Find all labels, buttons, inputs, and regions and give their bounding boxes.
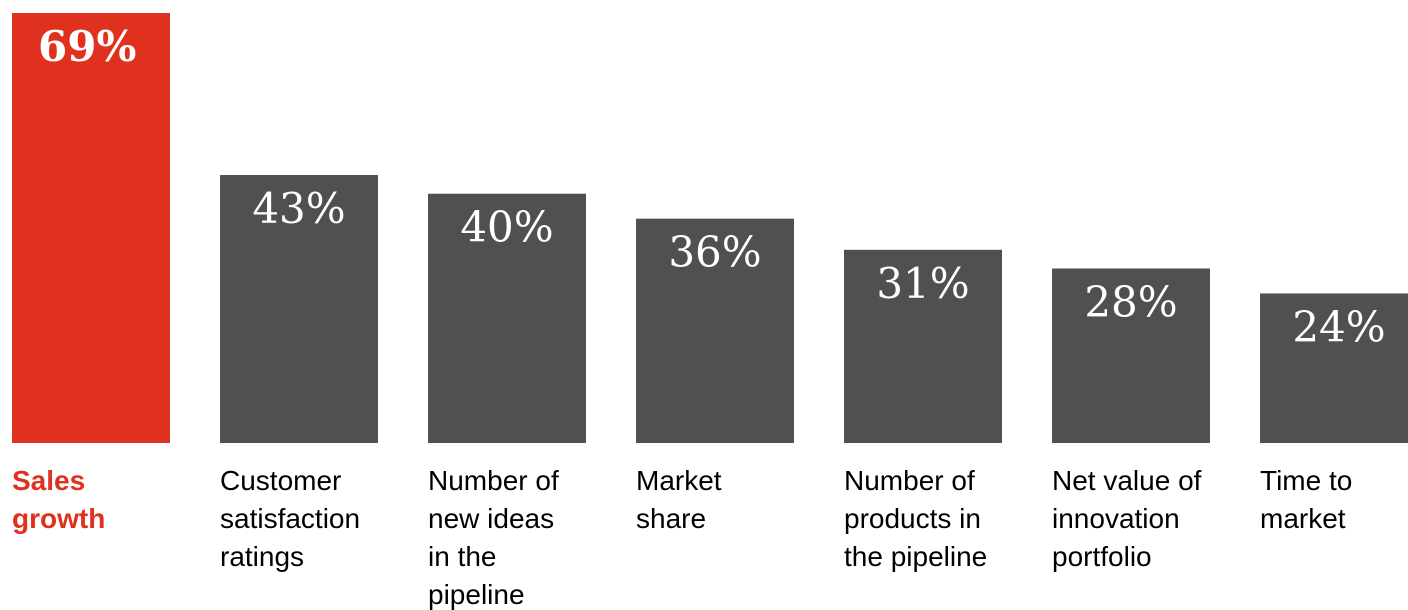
category-label-line: Number of: [428, 465, 559, 496]
category-label-line: satisfaction: [220, 503, 360, 534]
bar-1: [12, 13, 170, 443]
category-label-1: Sales growth: [12, 465, 105, 534]
category-label-line: Time to: [1260, 465, 1352, 496]
value-labels-layer: 69% 43% 40% 36% 31% 28% 24%: [38, 22, 1386, 351]
bar-4: [636, 218, 794, 443]
category-label-6: Net value of innovation portfolio: [1052, 465, 1202, 572]
bar-value-label-5: 31%: [876, 259, 969, 308]
category-label-3: Number of new ideas in the pipeline: [428, 465, 559, 610]
category-label-line: innovation: [1052, 503, 1180, 534]
category-label-line: portfolio: [1052, 541, 1152, 572]
category-label-line: Number of: [844, 465, 975, 496]
category-label-line: Market: [636, 465, 722, 496]
category-label-line: products in: [844, 503, 981, 534]
category-label-7: Time to market: [1260, 465, 1352, 534]
bar-5: [844, 249, 1002, 443]
bar-value-label-2: 43%: [252, 184, 345, 233]
bar-value-label-6: 28%: [1084, 278, 1177, 327]
category-label-5: Number of products in the pipeline: [844, 465, 987, 572]
bar-6: [1052, 268, 1210, 443]
category-label-line: Customer: [220, 465, 341, 496]
bar-value-label-1: 69%: [38, 22, 136, 71]
category-label-line: growth: [12, 503, 105, 534]
category-label-line: pipeline: [428, 579, 525, 610]
category-label-line: Sales: [12, 465, 85, 496]
category-labels-layer: Sales growth Customer satisfaction ratings Nu…: [12, 465, 1352, 610]
bars-layer: [12, 13, 1408, 443]
category-label-line: market: [1260, 503, 1346, 534]
bar-7: [1260, 293, 1408, 443]
category-label-line: in the: [428, 541, 497, 572]
bar-value-label-7: 24%: [1292, 302, 1385, 351]
category-label-line: new ideas: [428, 503, 554, 534]
category-label-2: Customer satisfaction ratings: [220, 465, 360, 572]
category-label-line: Net value of: [1052, 465, 1202, 496]
bar-2: [220, 175, 378, 443]
category-label-line: ratings: [220, 541, 304, 572]
category-label-line: share: [636, 503, 706, 534]
bar-3: [428, 193, 586, 443]
category-label-line: the pipeline: [844, 541, 987, 572]
bar-value-label-4: 36%: [668, 228, 761, 277]
category-label-4: Market share: [636, 465, 722, 534]
bar-value-label-3: 40%: [460, 203, 553, 252]
